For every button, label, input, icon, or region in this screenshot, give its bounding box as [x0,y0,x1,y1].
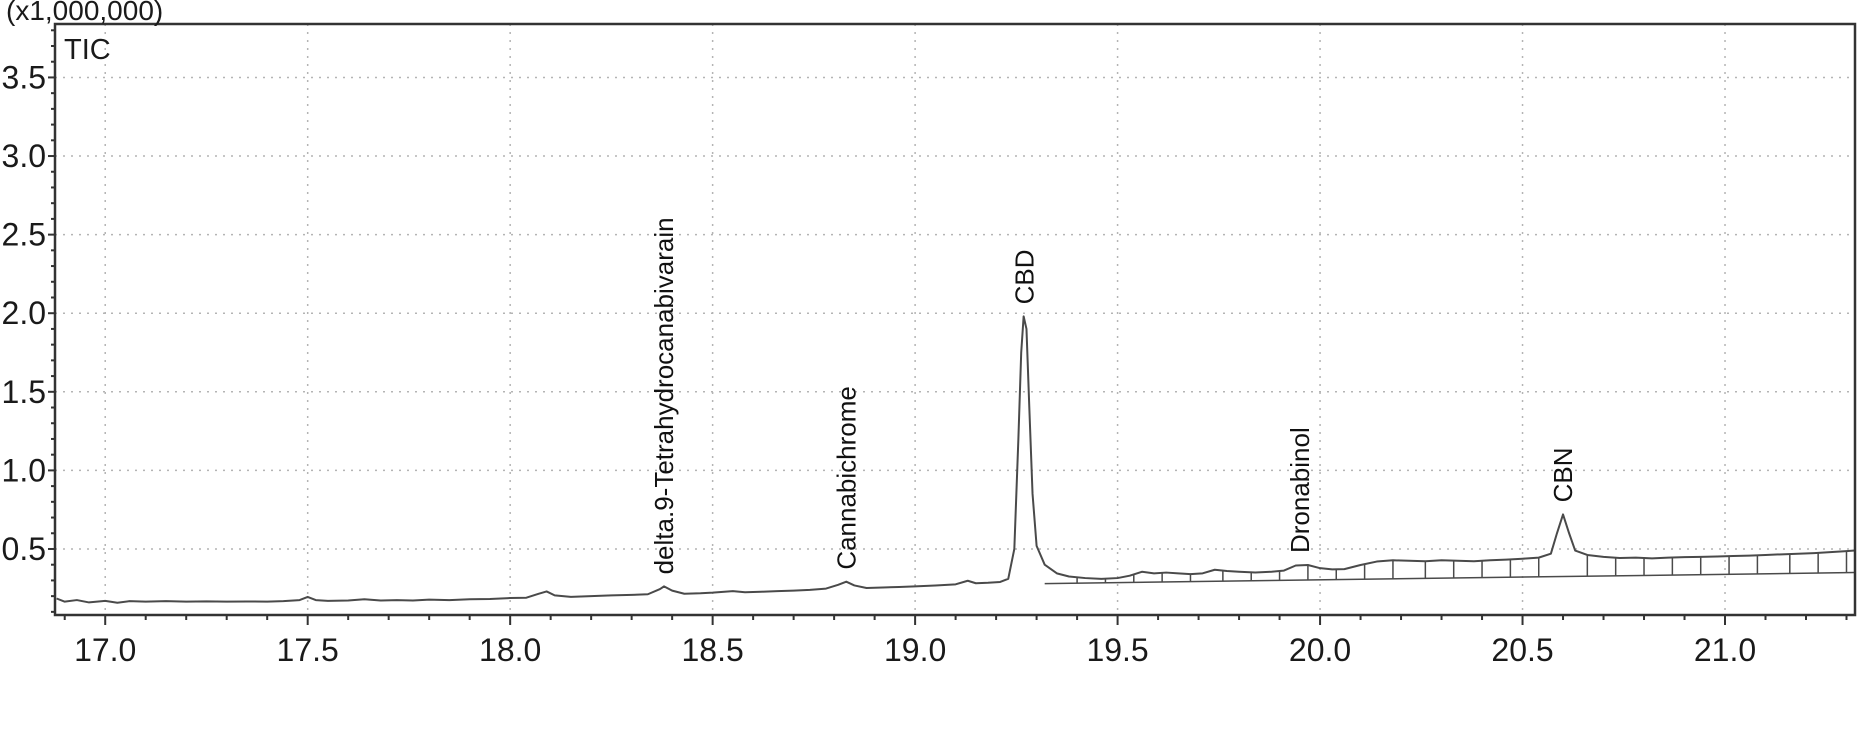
y-tick-label: 2.0 [2,295,46,331]
tic-trace [56,315,1855,604]
x-tick-label: 18.5 [681,632,743,668]
x-tick-label: 17.5 [277,632,339,668]
peak-label-cbd: CBD [1009,249,1039,304]
y-axis-multiplier-label: (x1,000,000) [6,0,164,26]
trace-name-label: TIC [64,34,111,66]
y-tick-label: 0.5 [2,531,46,567]
y-tick-label: 3.5 [2,59,46,95]
y-tick-label: 1.5 [2,374,46,410]
x-tick-label: 20.5 [1491,632,1553,668]
peak-label-cannabichrome: Cannabichrome [831,386,861,570]
plot-frame [53,22,1857,617]
x-tick-label: 19.5 [1086,632,1148,668]
peak-label-dronabinol: Dronabinol [1285,427,1315,553]
y-tick-label: 3.0 [2,138,46,174]
x-tick-label: 19.0 [884,632,946,668]
x-tick-label: 20.0 [1289,632,1351,668]
x-tick-label: 17.0 [74,632,136,668]
peak-label-cbn: CBN [1548,447,1578,502]
y-tick-label: 2.5 [2,217,46,253]
peak-label-delta-9-tetrahydrocanabivarain: delta.9-Tetrahydrocanabivarain [649,217,679,574]
integration-baseline [1044,571,1855,585]
y-tick-label: 1.0 [2,452,46,488]
x-tick-label: 18.0 [479,632,541,668]
x-tick-label: 21.0 [1694,632,1756,668]
